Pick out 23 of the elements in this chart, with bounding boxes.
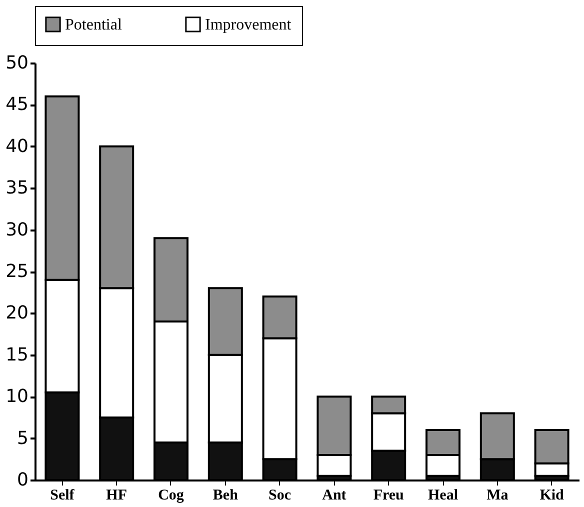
x-tick-label: Ant <box>322 488 346 504</box>
x-tick-label: Beh <box>212 488 239 504</box>
y-tick-label: 25 <box>6 261 28 282</box>
y-tick-label: 50 <box>6 52 28 74</box>
x-tick-label: Self <box>50 488 76 504</box>
x-tick-label: Heal <box>428 488 458 504</box>
x-tick-label: HF <box>106 488 128 504</box>
x-tick-label: Freu <box>373 488 404 504</box>
x-tick-label: Soc <box>268 488 292 504</box>
legend-label: Improvement <box>205 16 292 34</box>
y-tick-label: 45 <box>6 94 28 116</box>
x-tick-label: Kid <box>540 488 565 504</box>
y-tick-label: 40 <box>6 136 28 157</box>
y-tick-label: 5 <box>17 428 28 449</box>
y-tick-label: 0 <box>17 470 28 490</box>
legend-label: Potential <box>65 16 122 34</box>
x-tick-label: Ma <box>486 488 509 504</box>
y-tick-label: 10 <box>6 386 28 408</box>
y-tick-label: 20 <box>6 302 28 324</box>
y-tick-label: 15 <box>6 344 28 366</box>
y-tick-label: 35 <box>6 178 28 199</box>
y-tick-label: 30 <box>6 219 28 240</box>
x-tick-label: Cog <box>158 488 184 504</box>
